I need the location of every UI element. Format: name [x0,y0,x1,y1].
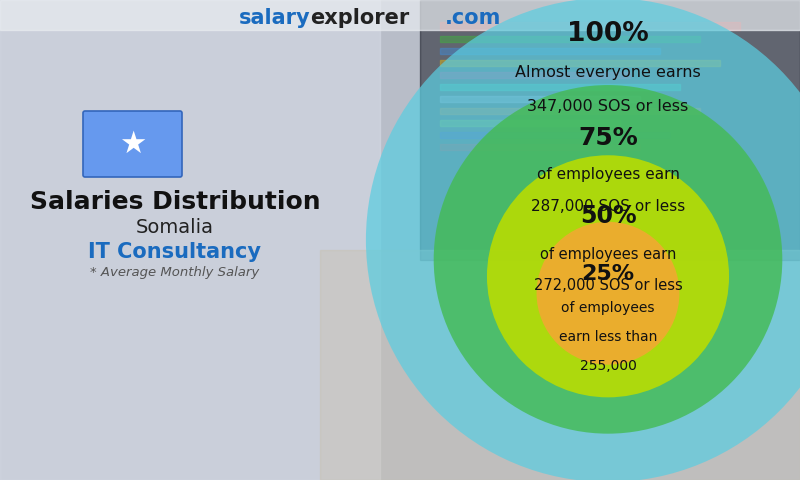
Circle shape [537,222,679,365]
Text: 75%: 75% [578,126,638,150]
Bar [440,36,700,42]
Bar [420,0,800,260]
Text: .com: .com [445,8,502,28]
Bar [440,108,700,114]
Text: of employees: of employees [562,301,654,315]
Text: of employees earn: of employees earn [537,167,679,182]
Text: Almost everyone earns: Almost everyone earns [515,65,701,81]
Bar [440,96,640,102]
Text: ★: ★ [119,130,146,158]
Bar [0,0,380,480]
Bar [440,132,670,138]
Bar [440,48,660,54]
Bar [440,22,740,30]
Text: of employees earn: of employees earn [540,247,676,262]
Circle shape [434,85,782,433]
Bar [440,84,680,90]
Text: IT Consultancy: IT Consultancy [89,242,262,262]
Text: 287,000 SOS or less: 287,000 SOS or less [531,199,685,214]
Bar [440,144,640,150]
Text: 50%: 50% [580,204,636,228]
Text: explorer: explorer [310,8,410,28]
Text: earn less than: earn less than [559,330,657,344]
Text: salary: salary [238,8,310,28]
Text: * Average Monthly Salary: * Average Monthly Salary [90,266,260,279]
Bar [320,250,800,480]
Text: 347,000 SOS or less: 347,000 SOS or less [527,99,689,114]
FancyBboxPatch shape [83,111,182,177]
Text: 255,000: 255,000 [579,359,637,373]
Bar [440,60,720,66]
Text: Somalia: Somalia [136,218,214,237]
Text: 100%: 100% [567,21,649,47]
Text: 272,000 SOS or less: 272,000 SOS or less [534,278,682,293]
Bar [440,120,620,126]
Text: Salaries Distribution: Salaries Distribution [30,190,320,214]
Circle shape [366,0,800,480]
Circle shape [487,155,729,397]
Text: 25%: 25% [582,264,634,284]
Bar [0,0,800,30]
Bar [440,72,630,78]
